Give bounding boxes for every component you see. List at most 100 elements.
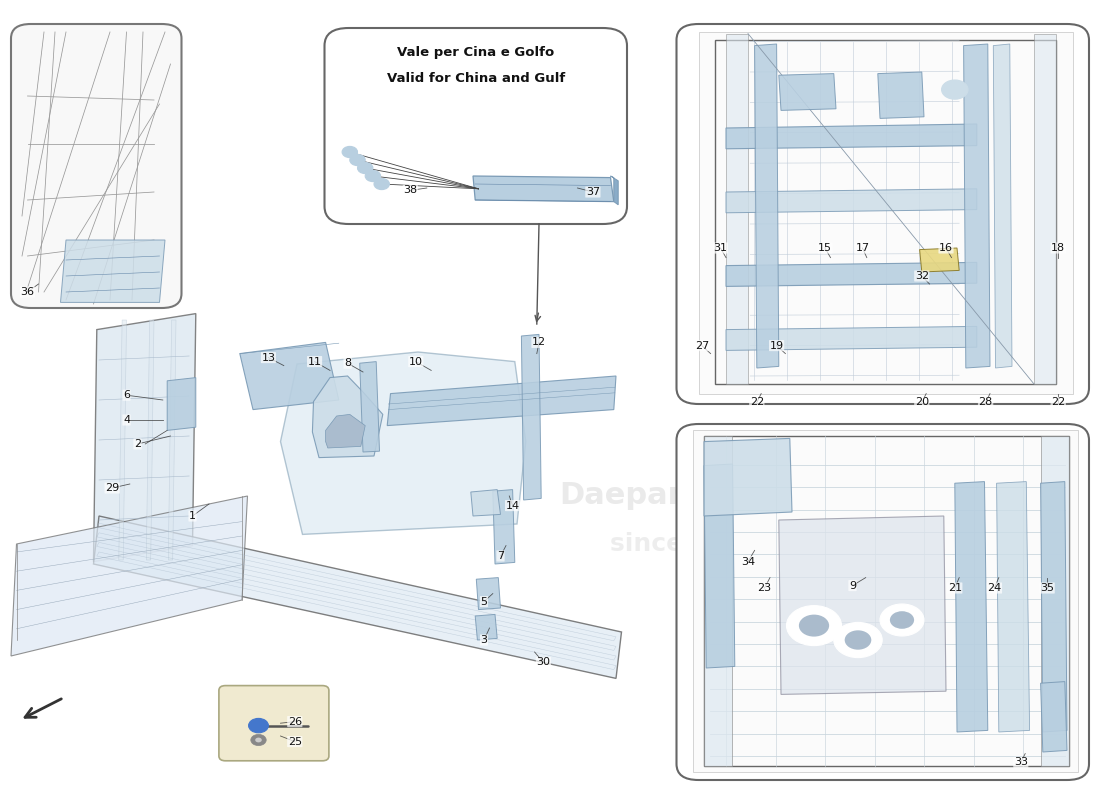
- Polygon shape: [94, 314, 196, 562]
- Text: 25: 25: [288, 737, 301, 746]
- Text: 13: 13: [262, 353, 275, 362]
- Polygon shape: [11, 496, 248, 656]
- Polygon shape: [993, 44, 1012, 368]
- Polygon shape: [167, 378, 196, 430]
- Text: Valid for China and Gulf: Valid for China and Gulf: [386, 72, 565, 85]
- Polygon shape: [1041, 482, 1067, 732]
- Text: 24: 24: [988, 583, 1001, 593]
- Polygon shape: [693, 430, 1078, 772]
- Polygon shape: [878, 72, 924, 118]
- Polygon shape: [726, 189, 977, 213]
- Polygon shape: [94, 516, 621, 678]
- Polygon shape: [493, 490, 515, 564]
- Polygon shape: [60, 240, 165, 302]
- Polygon shape: [1041, 682, 1067, 752]
- Polygon shape: [521, 334, 541, 500]
- FancyBboxPatch shape: [219, 686, 329, 761]
- Text: since 1: since 1: [610, 532, 710, 556]
- Text: 2: 2: [134, 439, 141, 449]
- Text: 36: 36: [21, 287, 34, 297]
- Text: 34: 34: [741, 557, 755, 566]
- FancyBboxPatch shape: [676, 424, 1089, 780]
- Polygon shape: [726, 124, 977, 149]
- Text: 38: 38: [404, 186, 417, 195]
- Text: 7: 7: [497, 551, 504, 561]
- FancyBboxPatch shape: [11, 24, 182, 308]
- FancyBboxPatch shape: [324, 28, 627, 224]
- Circle shape: [358, 162, 373, 174]
- Polygon shape: [964, 44, 990, 368]
- FancyBboxPatch shape: [676, 24, 1089, 404]
- Text: 14: 14: [506, 501, 519, 510]
- Text: 16: 16: [939, 243, 953, 253]
- Text: 35: 35: [1041, 583, 1054, 593]
- Text: 37: 37: [586, 187, 600, 197]
- Polygon shape: [726, 34, 748, 384]
- Text: 9: 9: [849, 581, 856, 590]
- Circle shape: [365, 170, 381, 182]
- Circle shape: [942, 80, 968, 99]
- Polygon shape: [240, 342, 339, 410]
- Text: 22: 22: [750, 398, 763, 407]
- Text: Daeparts: Daeparts: [560, 482, 716, 510]
- Circle shape: [845, 630, 871, 650]
- Polygon shape: [280, 352, 526, 534]
- Polygon shape: [704, 438, 792, 516]
- Circle shape: [890, 611, 914, 629]
- Text: 17: 17: [856, 243, 869, 253]
- Polygon shape: [119, 320, 126, 560]
- Text: 21: 21: [948, 583, 961, 593]
- Polygon shape: [471, 490, 501, 516]
- Text: 23: 23: [758, 583, 771, 593]
- Polygon shape: [475, 614, 497, 640]
- Circle shape: [880, 604, 924, 636]
- Polygon shape: [387, 376, 616, 426]
- Polygon shape: [476, 578, 501, 610]
- Polygon shape: [1041, 436, 1069, 766]
- Circle shape: [786, 606, 842, 646]
- Text: 20: 20: [915, 398, 928, 407]
- Text: Vale per Cina e Golfo: Vale per Cina e Golfo: [397, 46, 554, 58]
- Polygon shape: [326, 414, 365, 448]
- Text: 27: 27: [695, 341, 708, 350]
- Text: 19: 19: [770, 341, 783, 350]
- Text: 11: 11: [308, 357, 321, 366]
- Text: 33: 33: [1014, 758, 1027, 767]
- Polygon shape: [755, 44, 779, 368]
- Circle shape: [249, 718, 268, 733]
- Text: 30: 30: [537, 658, 550, 667]
- Polygon shape: [920, 248, 959, 272]
- Text: 31: 31: [714, 243, 727, 253]
- Circle shape: [342, 146, 358, 158]
- Text: 28: 28: [979, 398, 992, 407]
- Circle shape: [350, 154, 365, 166]
- Polygon shape: [704, 436, 732, 766]
- Text: 15: 15: [818, 243, 832, 253]
- Polygon shape: [168, 320, 176, 560]
- Polygon shape: [726, 262, 977, 286]
- Polygon shape: [779, 74, 836, 110]
- Polygon shape: [312, 376, 383, 458]
- Circle shape: [834, 622, 882, 658]
- Polygon shape: [726, 326, 977, 350]
- Text: 12: 12: [532, 338, 546, 347]
- Text: 18: 18: [1052, 243, 1065, 253]
- Text: 8: 8: [344, 358, 351, 368]
- Text: 3: 3: [481, 635, 487, 645]
- Text: 5: 5: [481, 597, 487, 606]
- Polygon shape: [1034, 34, 1056, 384]
- Circle shape: [255, 738, 262, 742]
- Polygon shape: [146, 320, 154, 560]
- Text: 32: 32: [915, 271, 928, 281]
- Polygon shape: [698, 32, 1072, 394]
- Text: 26: 26: [288, 717, 301, 726]
- Polygon shape: [955, 482, 988, 732]
- Polygon shape: [473, 176, 614, 202]
- Text: 22: 22: [1052, 398, 1065, 407]
- Polygon shape: [610, 176, 618, 205]
- Polygon shape: [779, 516, 946, 694]
- Text: 1: 1: [189, 511, 196, 521]
- Circle shape: [251, 734, 266, 746]
- Text: 6: 6: [123, 390, 130, 400]
- Circle shape: [374, 178, 389, 190]
